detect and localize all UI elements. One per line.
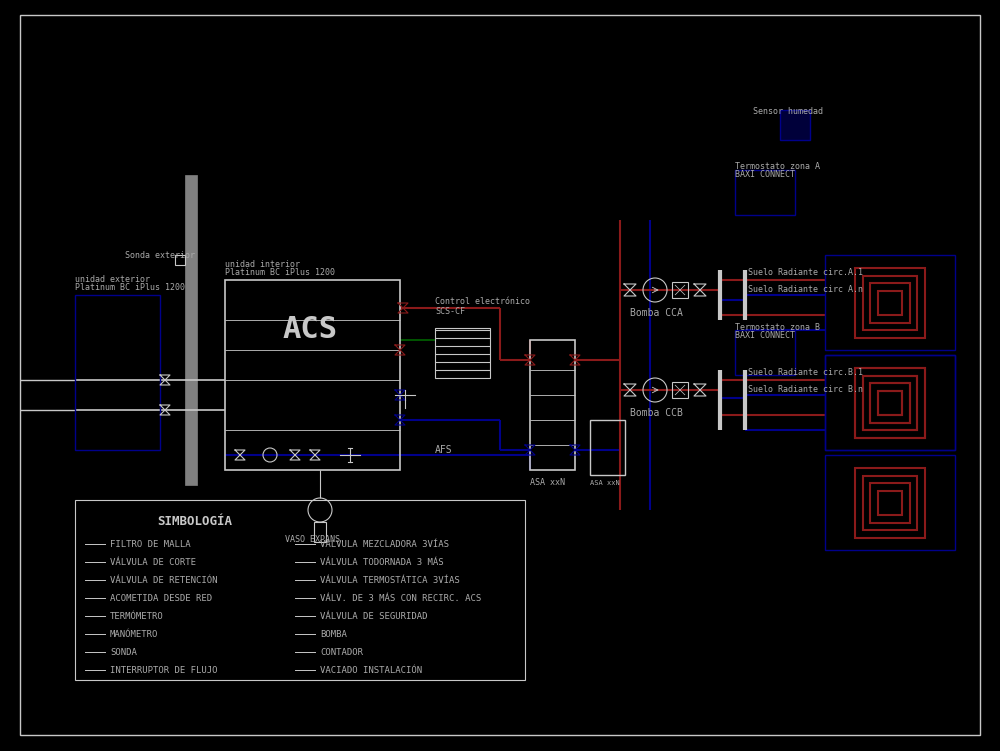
Text: SCS-CF: SCS-CF [435, 307, 465, 316]
Text: VÁLV. DE 3 MÁS CON RECIRC. ACS: VÁLV. DE 3 MÁS CON RECIRC. ACS [320, 594, 481, 603]
Text: VÁLVULA MEZCLADORA 3VÍAS: VÁLVULA MEZCLADORA 3VÍAS [320, 540, 449, 549]
Bar [530, 340, 575, 470]
Text: FILTRO DE MALLA: FILTRO DE MALLA [110, 540, 191, 549]
Bar [878, 391, 902, 415]
Bar [75, 295, 160, 450]
Text: unidad interior: unidad interior [225, 260, 300, 269]
Bar [735, 170, 795, 215]
Text: Suelo Radiante circ.A.1: Suelo Radiante circ.A.1 [748, 268, 863, 277]
Text: Suelo Radiante circ B.n: Suelo Radiante circ B.n [748, 385, 863, 394]
Bar [870, 384, 910, 423]
Bar [672, 282, 688, 298]
Bar [870, 283, 910, 323]
Text: VACIADO INSTALACIÓN: VACIADO INSTALACIÓN [320, 666, 422, 675]
Text: VÁLVULA DE CORTE: VÁLVULA DE CORTE [110, 558, 196, 567]
Bar [435, 328, 490, 378]
Text: Termostato zona B: Termostato zona B [735, 323, 820, 332]
Text: BOMBA: BOMBA [320, 630, 347, 639]
Bar [878, 491, 902, 515]
Bar [863, 376, 917, 430]
Bar [175, 255, 185, 265]
Text: Platinum BC iPlus 1200: Platinum BC iPlus 1200 [225, 268, 335, 277]
Text: Bomba CCB: Bomba CCB [630, 408, 683, 418]
Bar [314, 522, 326, 542]
Bar [863, 276, 917, 330]
Text: INTERRUPTOR DE FLUJO: INTERRUPTOR DE FLUJO [110, 666, 218, 675]
Bar [825, 355, 955, 450]
Bar [870, 484, 910, 523]
Text: SIMBOLOGÍA: SIMBOLOGÍA [158, 515, 232, 528]
Text: TERMÓMETRO: TERMÓMETRO [110, 612, 164, 621]
Bar [863, 475, 917, 530]
Bar [780, 110, 810, 140]
Text: Platinum BC iPlus 1200: Platinum BC iPlus 1200 [75, 283, 185, 292]
Bar [855, 268, 925, 338]
Text: Bomba CCA: Bomba CCA [630, 308, 683, 318]
Bar [855, 468, 925, 538]
Text: CONTADOR: CONTADOR [320, 648, 363, 657]
Bar [863, 376, 917, 430]
Text: ASA xxN: ASA xxN [530, 478, 565, 487]
Text: BAXI CONNECT: BAXI CONNECT [735, 331, 795, 340]
Text: VÁLVULA TERMOSTÁTICA 3VÍAS: VÁLVULA TERMOSTÁTICA 3VÍAS [320, 576, 460, 585]
Bar [185, 175, 197, 485]
Bar [75, 500, 525, 680]
Text: MANÓMETRO: MANÓMETRO [110, 630, 158, 639]
Bar [735, 330, 795, 375]
Text: Suelo Radiante circ.B.1: Suelo Radiante circ.B.1 [748, 368, 863, 377]
Text: VÁLVULA TODORNADA 3 MÁS: VÁLVULA TODORNADA 3 MÁS [320, 558, 444, 567]
Bar [825, 255, 955, 350]
Text: BAXI CONNECT: BAXI CONNECT [735, 170, 795, 179]
Bar [878, 391, 902, 415]
Text: VÁLVULA DE RETENCIÓN: VÁLVULA DE RETENCIÓN [110, 576, 218, 585]
Text: VASO EXPANS.: VASO EXPANS. [285, 535, 345, 544]
Bar [825, 455, 955, 550]
Text: SONDA: SONDA [110, 648, 137, 657]
Bar [225, 280, 400, 470]
Text: Sensor humedad: Sensor humedad [753, 107, 823, 116]
Bar [590, 420, 625, 475]
Text: ACS: ACS [282, 315, 338, 345]
Text: Sonda exterior: Sonda exterior [125, 251, 195, 260]
Text: Control electrónico: Control electrónico [435, 297, 530, 306]
Text: ASA xxN: ASA xxN [590, 480, 620, 486]
Text: Suelo Radiante circ A.n: Suelo Radiante circ A.n [748, 285, 863, 294]
Bar [870, 384, 910, 423]
Bar [825, 355, 955, 450]
Text: AFS: AFS [435, 445, 453, 455]
Text: Termostato zona A: Termostato zona A [735, 162, 820, 171]
Text: ACOMETIDA DESDE RED: ACOMETIDA DESDE RED [110, 594, 212, 603]
Text: unidad exterior: unidad exterior [75, 275, 150, 284]
Bar [672, 382, 688, 398]
Bar [855, 368, 925, 438]
Text: VÁLVULA DE SEGURIDAD: VÁLVULA DE SEGURIDAD [320, 612, 428, 621]
Bar [878, 291, 902, 315]
Bar [855, 368, 925, 438]
